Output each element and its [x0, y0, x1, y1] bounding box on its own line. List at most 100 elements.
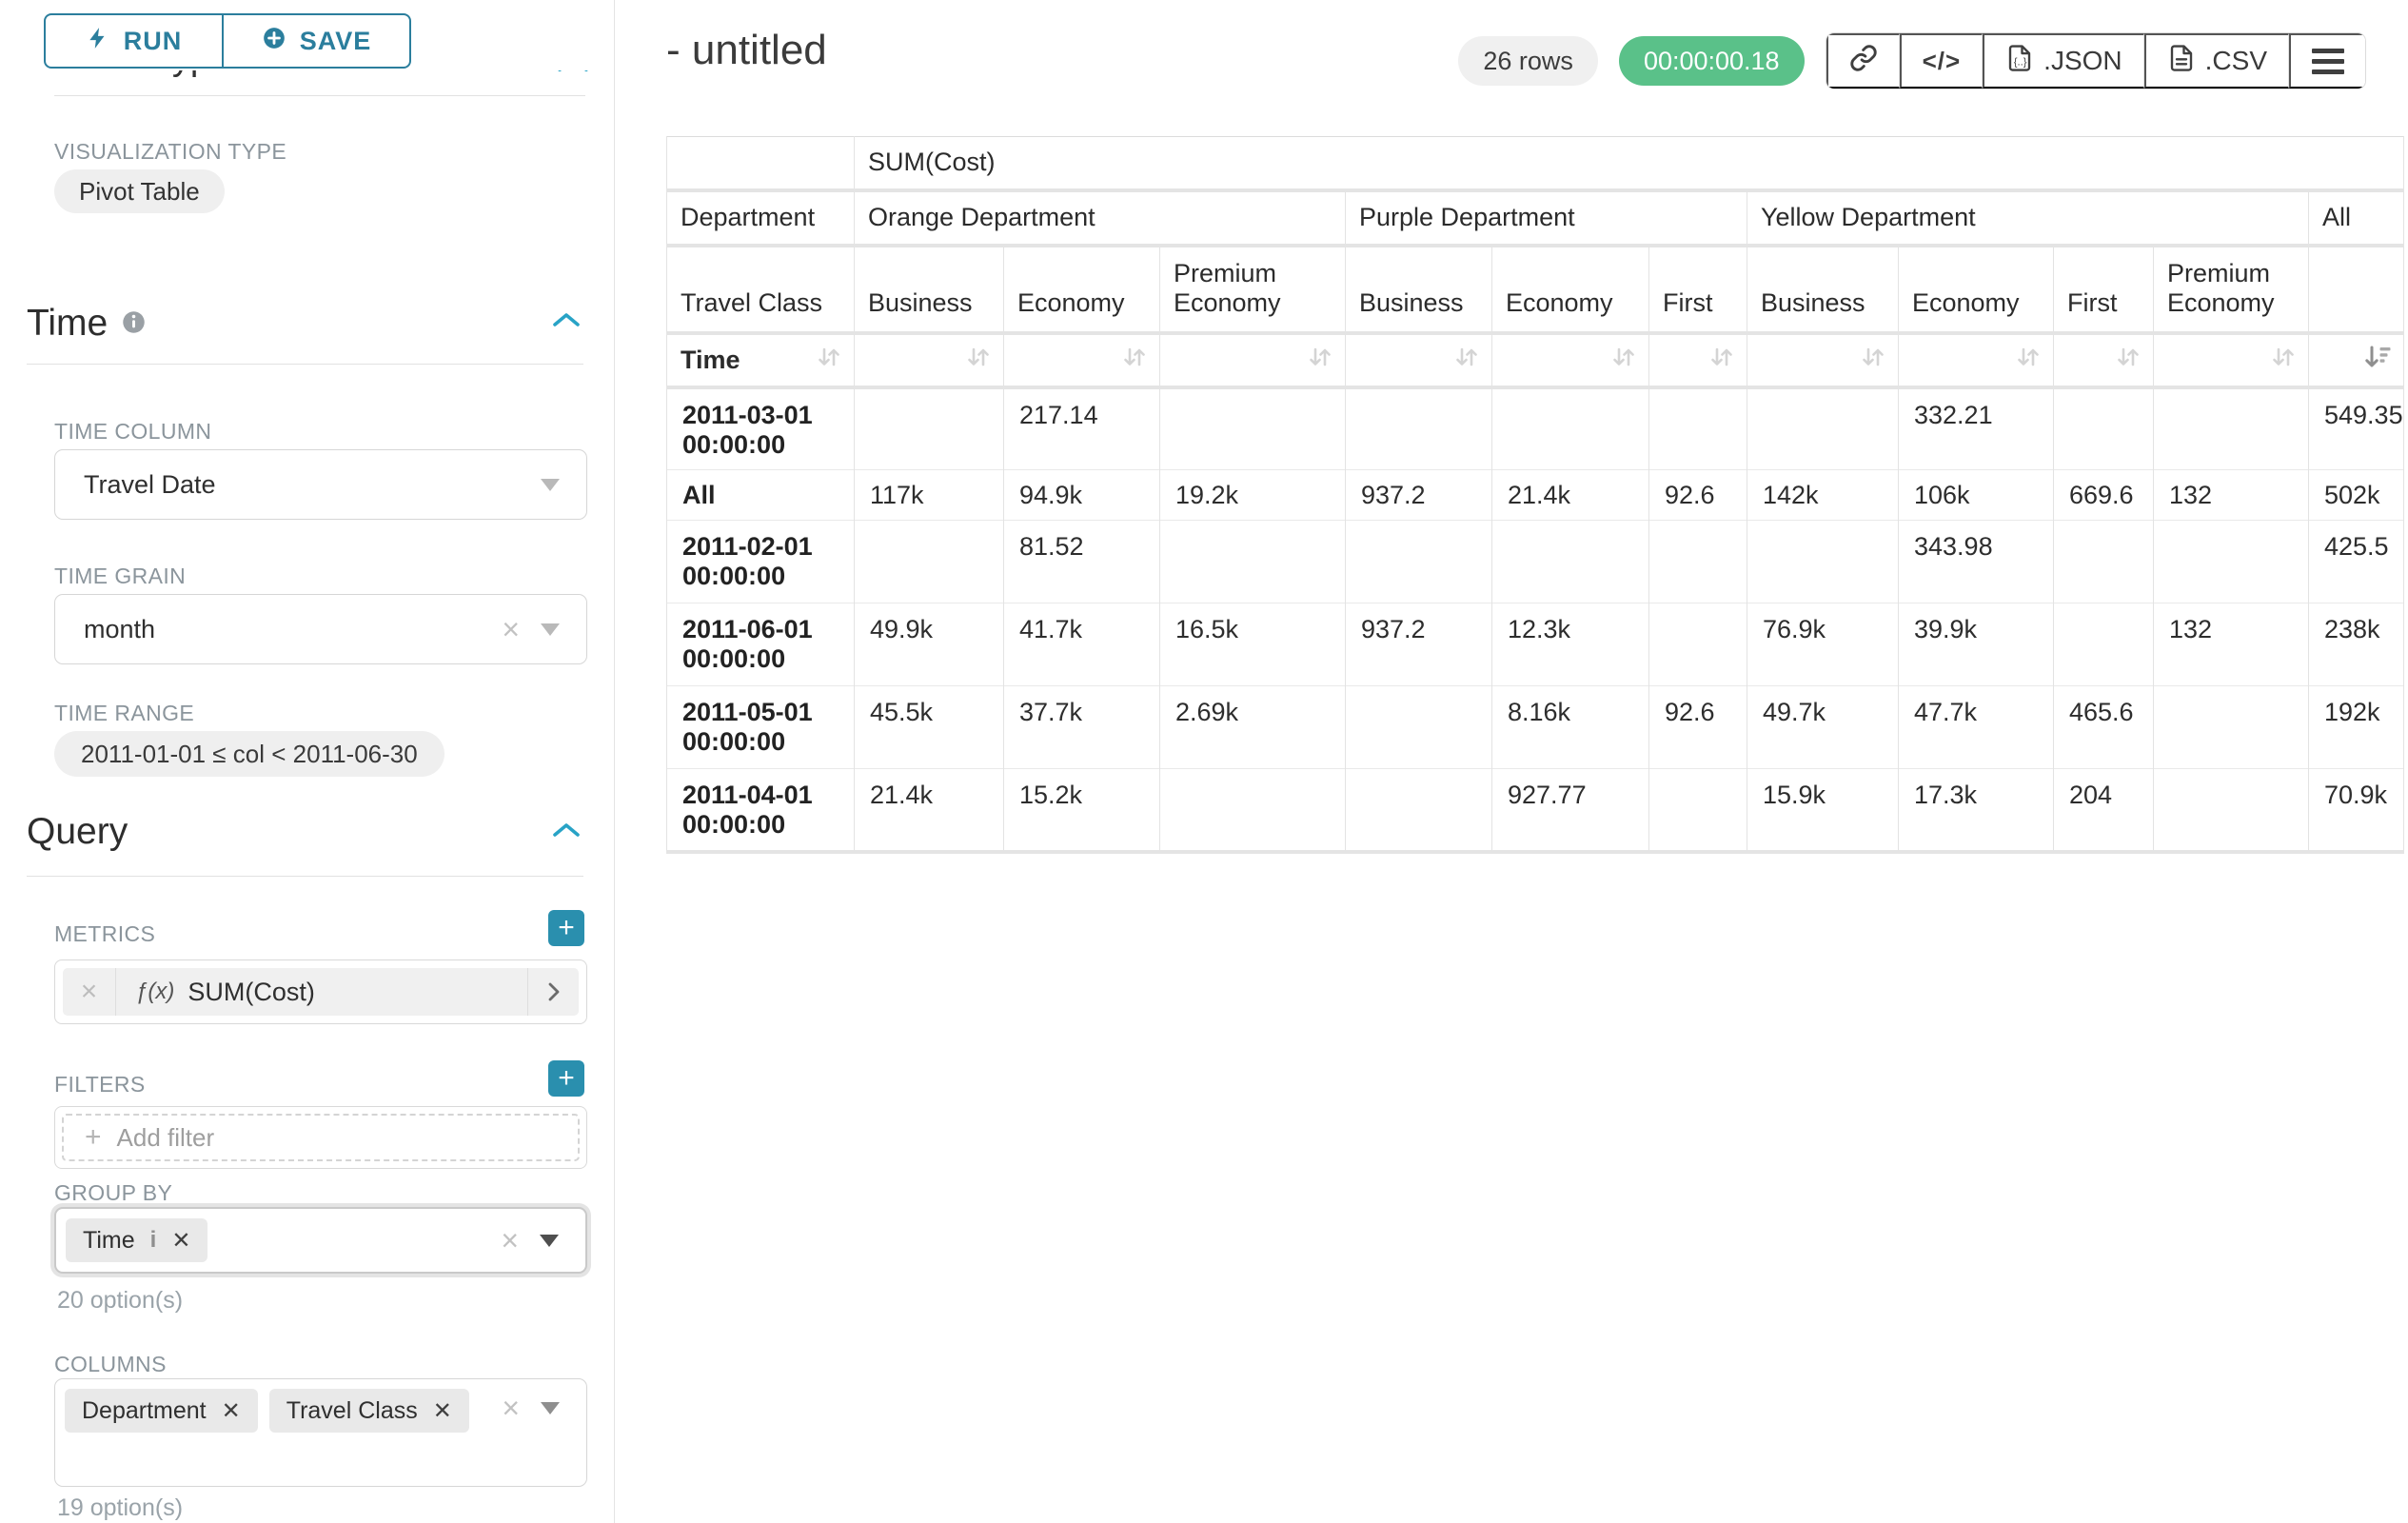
row-label: All [666, 469, 855, 521]
chevron-down-icon[interactable] [540, 1234, 559, 1247]
run-button-label: RUN [123, 26, 183, 55]
sort-header[interactable] [1159, 332, 1346, 387]
chart-title[interactable]: - untitled [666, 27, 827, 73]
filters-container: + Add filter [54, 1106, 587, 1169]
file-braces-icon: {..} [2005, 44, 2034, 79]
add-filter-button[interactable]: + Add filter [62, 1114, 580, 1161]
add-filter-plus-button[interactable]: + [548, 1060, 584, 1097]
file-lines-icon [2167, 44, 2196, 79]
sort-arrows-icon[interactable] [2270, 345, 2297, 376]
sort-arrows-icon[interactable] [1860, 345, 1886, 376]
sort-desc-icon[interactable] [2363, 345, 2392, 376]
chevron-down-icon[interactable] [541, 623, 560, 636]
remove-chip-icon[interactable]: ✕ [221, 1397, 241, 1424]
value-cell [1648, 768, 1747, 852]
chart-panel: - untitled 26 rows 00:00:00.18 </> {..} … [616, 0, 2408, 1523]
sort-header[interactable] [1747, 332, 1899, 387]
metrics-label: METRICS [54, 921, 156, 946]
export-csv-button[interactable]: .CSV [2143, 33, 2289, 89]
menu-button[interactable] [2289, 33, 2365, 89]
sort-arrows-icon[interactable] [1307, 345, 1333, 376]
export-json-button[interactable]: {..} .JSON [1983, 33, 2144, 89]
value-cell: 41.7k [1003, 603, 1160, 686]
save-button[interactable]: SAVE [223, 13, 411, 69]
time-grain-select[interactable]: month × [54, 594, 587, 664]
query-section-title: Query [27, 811, 128, 853]
value-cell: 669.6 [2053, 469, 2154, 521]
row-label: 2011-04-01 00:00:00 [666, 768, 855, 852]
column-header: First [2053, 245, 2154, 333]
sort-arrows-icon[interactable] [2115, 345, 2142, 376]
row-count-badge: 26 rows [1458, 36, 1598, 86]
remove-chip-icon[interactable]: ✕ [432, 1397, 452, 1424]
value-cell: 343.98 [1898, 520, 2054, 603]
sort-header[interactable] [854, 332, 1004, 387]
info-icon[interactable]: i [149, 1227, 157, 1253]
add-metric-button[interactable]: + [548, 910, 584, 946]
clear-icon[interactable]: × [502, 1391, 520, 1425]
group-by-select[interactable]: Time i ✕ × [54, 1207, 587, 1274]
chevron-up-icon[interactable] [551, 821, 582, 844]
sort-header[interactable] [1003, 332, 1160, 387]
export-csv-label: .CSV [2204, 46, 2267, 75]
chevron-up-icon[interactable] [551, 310, 582, 334]
clear-icon[interactable]: × [502, 612, 520, 646]
columns-select[interactable]: Department ✕ Travel Class ✕ × [54, 1378, 587, 1487]
sort-header[interactable] [1345, 332, 1492, 387]
viz-type-value[interactable]: Pivot Table [54, 169, 225, 213]
value-cell: 465.6 [2053, 685, 2154, 769]
share-link-button[interactable] [1826, 33, 1900, 89]
value-cell: 45.5k [854, 685, 1004, 769]
lightning-bolt-icon [86, 26, 110, 57]
sort-header[interactable] [1898, 332, 2054, 387]
sort-arrows-icon[interactable] [965, 345, 992, 376]
value-cell [2053, 520, 2154, 603]
remove-chip-icon[interactable]: ✕ [171, 1227, 191, 1254]
value-cell [2053, 603, 2154, 686]
plus-icon: + [85, 1121, 102, 1153]
value-cell: 92.6 [1648, 469, 1747, 521]
sort-header[interactable] [1491, 332, 1649, 387]
chevron-down-icon[interactable] [541, 1401, 560, 1414]
column-header: Economy [1898, 245, 2054, 333]
export-actions-group: </> {..} .JSON .CSV [1825, 32, 2366, 89]
pivot-table-container: SUM(Cost) Department Orange Department Purp… [666, 136, 2405, 854]
sort-arrows-icon[interactable] [1453, 345, 1480, 376]
query-section-label: Query [27, 811, 128, 852]
info-icon[interactable] [121, 303, 147, 345]
sort-arrows-icon[interactable] [2015, 345, 2042, 376]
columns-chip[interactable]: Travel Class ✕ [268, 1389, 469, 1433]
view-query-button[interactable]: </> [1899, 33, 1984, 89]
row-dimension-sort-header[interactable]: Time [666, 332, 855, 387]
chip-label: Time [83, 1226, 135, 1254]
remove-metric-icon[interactable]: × [63, 968, 116, 1016]
sort-header-active[interactable] [2307, 332, 2405, 387]
metric-chip[interactable]: × ƒ(x) SUM(Cost) [63, 968, 579, 1016]
column-header: Premium Economy [2153, 245, 2309, 333]
chevron-down-icon[interactable] [541, 478, 560, 491]
sort-header[interactable] [2053, 332, 2154, 387]
value-cell: 132 [2153, 603, 2309, 686]
sort-arrows-icon[interactable] [1121, 345, 1148, 376]
clear-icon[interactable]: × [501, 1223, 519, 1257]
value-cell: 81.52 [1003, 520, 1160, 603]
chevron-right-icon[interactable] [527, 968, 579, 1016]
sort-arrows-icon[interactable] [1610, 345, 1637, 376]
value-cell [1345, 520, 1492, 603]
row-label: 2011-05-01 00:00:00 [666, 685, 855, 769]
time-column-select[interactable]: Travel Date [54, 449, 587, 520]
sort-header[interactable] [1648, 332, 1747, 387]
value-cell [2153, 386, 2309, 470]
sort-arrows-icon[interactable] [1708, 345, 1735, 376]
value-cell: 39.9k [1898, 603, 2054, 686]
value-cell: 106k [1898, 469, 2054, 521]
sort-header[interactable] [2153, 332, 2309, 387]
group-by-chip[interactable]: Time i ✕ [66, 1218, 208, 1262]
value-cell: 549.35 [2307, 386, 2405, 470]
time-range-value[interactable]: 2011-01-01 ≤ col < 2011-06-30 [54, 731, 444, 777]
sort-arrows-icon[interactable] [816, 345, 842, 376]
value-cell [2153, 520, 2309, 603]
columns-chip[interactable]: Department ✕ [65, 1389, 258, 1433]
run-button[interactable]: RUN [44, 13, 223, 69]
columns-options-hint: 19 option(s) [57, 1494, 184, 1521]
